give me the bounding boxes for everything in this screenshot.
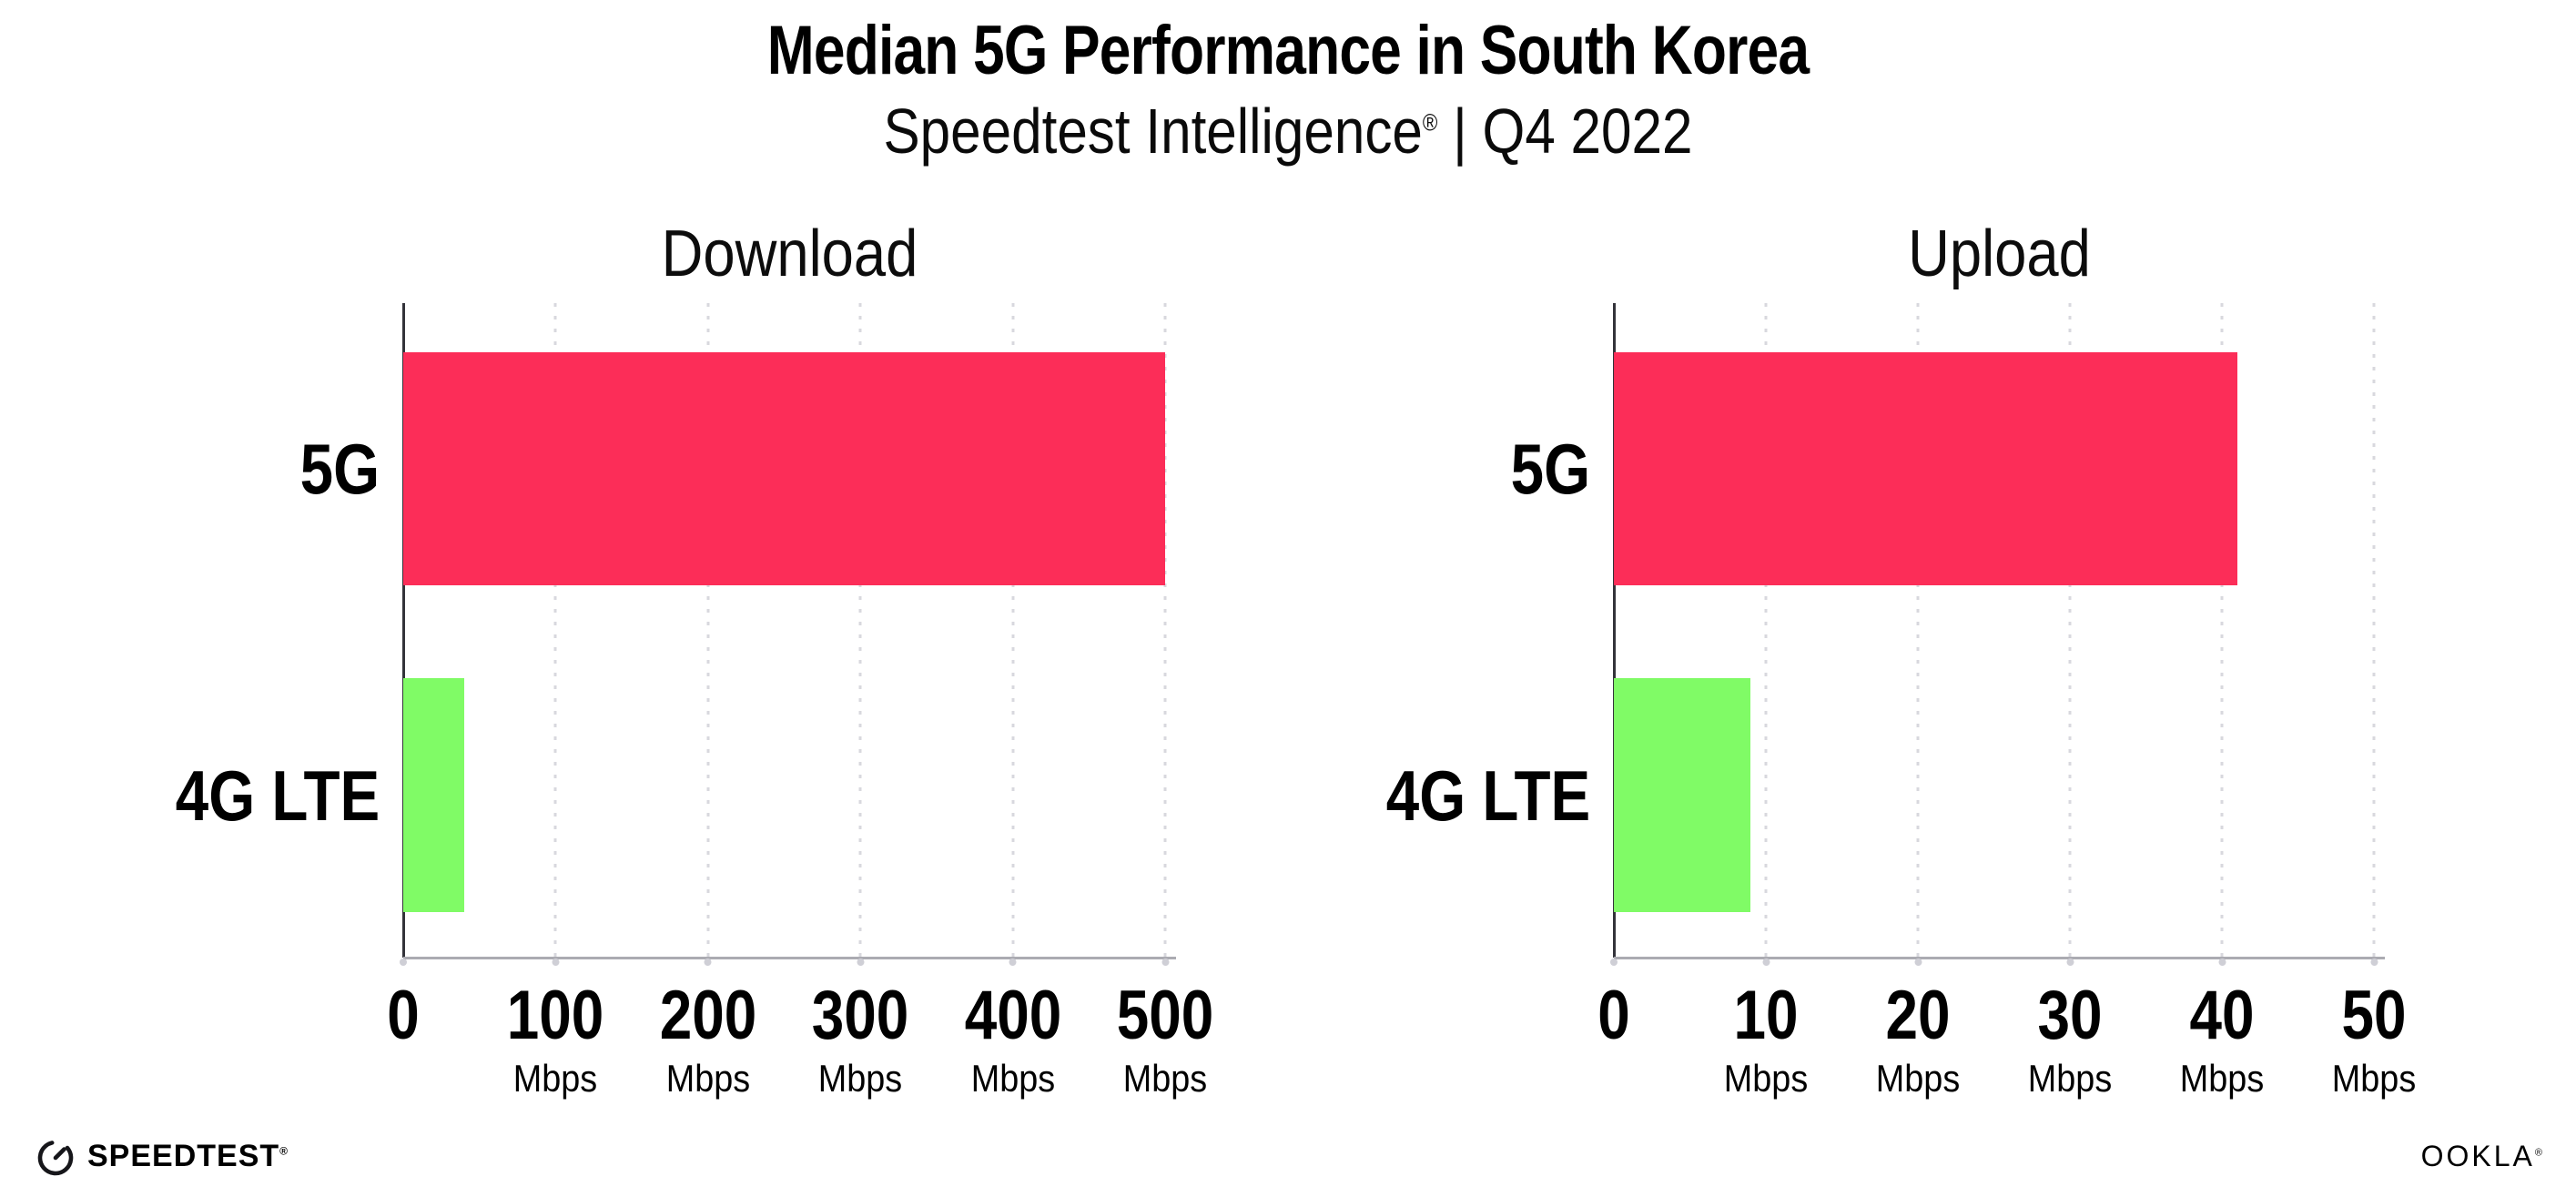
gridline-500 [1163, 303, 1167, 958]
x-tick-300: 300 Mbps [803, 981, 918, 1098]
speedtest-logo: SPEEDTEST® [35, 1135, 289, 1177]
x-tick-500: 500 Mbps [1108, 981, 1223, 1098]
speedtest-wordmark: SPEEDTEST® [87, 1141, 289, 1172]
ookla-registered-mark: ® [2534, 1147, 2545, 1159]
x-tick-400: 400 Mbps [955, 981, 1070, 1098]
gridline-40 [2220, 303, 2224, 958]
y-category-label-4g-lte: 4G LTE [1385, 755, 1590, 836]
bar-4g-lte [1614, 677, 1751, 912]
x-axis-labels: 0 10 Mbps 20 Mbps 30 Mbps 40 Mbps 50 Mbps [1597, 958, 2416, 1103]
x-tick-10: 10 Mbps [1719, 981, 1813, 1098]
y-category-label-5g: 5G [1510, 428, 1590, 509]
page-title: Median 5G Performance in South Korea [766, 12, 1810, 89]
x-tick-value: 0 [1597, 977, 1630, 1054]
registered-mark: ® [1422, 108, 1438, 137]
x-tick-value: 0 [387, 977, 420, 1054]
upload-chart: Upload 5G 4G LTE 0 10 Mbps 20 Mbps 30 Mbps 40 Mbp… [1288, 164, 2576, 1103]
chart-title-upload: Upload [1908, 218, 2091, 290]
x-axis-line [1614, 957, 2385, 959]
speedtest-wordmark-text: SPEEDTEST [87, 1139, 280, 1173]
x-tick-value: 400 [964, 977, 1061, 1054]
x-tick-unit: Mbps [513, 1057, 598, 1100]
x-axis-upload: 0 10 Mbps 20 Mbps 30 Mbps 40 Mbps 50 Mbps [1597, 958, 2416, 1103]
gridline-10 [1764, 303, 1768, 958]
gridline-50 [2372, 303, 2376, 958]
x-tick-value: 10 [1733, 977, 1799, 1054]
x-tick-value: 100 [507, 977, 604, 1054]
x-tick-unit: Mbps [2179, 1057, 2265, 1100]
speedtest-gauge-icon [37, 1140, 74, 1176]
x-axis-labels: 0 100 Mbps 200 Mbps 300 Mbps 400 Mbps 500 Mbps [387, 958, 1213, 1103]
ookla-wordmark-text: OOKLA [2420, 1140, 2535, 1172]
y-category-label-4g-lte: 4G LTE [175, 755, 380, 836]
gridline-200 [706, 303, 710, 958]
x-tick-50: 50 Mbps [2328, 981, 2421, 1098]
x-axis-download: 0 100 Mbps 200 Mbps 300 Mbps 400 Mbps 500 Mbps [387, 958, 1213, 1103]
x-tick-value: 40 [2189, 977, 2255, 1054]
ookla-logo: OOKLA® [2421, 1141, 2545, 1171]
x-tick-unit: Mbps [2027, 1057, 2113, 1100]
x-tick-unit: Mbps [1723, 1057, 1809, 1100]
footer: SPEEDTEST® OOKLA® [35, 1135, 2545, 1177]
gridline-100 [553, 303, 557, 958]
gridline-400 [1011, 303, 1015, 958]
x-tick-0: 0 [384, 981, 422, 1050]
x-tick-100: 100 Mbps [498, 981, 614, 1098]
gridline-30 [2068, 303, 2072, 958]
x-axis-line [403, 957, 1176, 959]
x-tick-value: 50 [2341, 977, 2407, 1054]
bar-5g [1614, 351, 2237, 585]
x-tick-200: 200 Mbps [650, 981, 766, 1098]
page-subtitle: Speedtest Intelligence® | Q4 2022 [180, 95, 2396, 167]
charts-row: Download 5G 4G LTE 0 100 Mbps 200 Mbps 300 Mbps… [0, 164, 2576, 1103]
x-tick-value: 500 [1116, 977, 1214, 1054]
bar-5g [403, 351, 1165, 585]
x-tick-unit: Mbps [2331, 1057, 2417, 1100]
x-tick-40: 40 Mbps [2175, 981, 2269, 1098]
x-tick-value: 20 [1885, 977, 1951, 1054]
x-tick-unit: Mbps [970, 1057, 1055, 1100]
plot-area-download [402, 303, 1176, 959]
x-tick-0: 0 [1595, 981, 1633, 1050]
y-axis-labels: 5G 4G LTE [1288, 303, 1614, 958]
x-tick-value: 200 [659, 977, 757, 1054]
plot-inner [1614, 303, 2376, 958]
speedtest-registered-mark: ® [279, 1144, 289, 1158]
x-tick-unit: Mbps [1122, 1057, 1208, 1100]
x-tick-20: 20 Mbps [1871, 981, 1965, 1098]
subtitle-brand: Speedtest Intelligence [883, 95, 1423, 167]
x-tick-unit: Mbps [665, 1057, 751, 1100]
header: Median 5G Performance in South Korea Spe… [0, 0, 2576, 165]
x-tick-value: 300 [811, 977, 909, 1054]
download-chart: Download 5G 4G LTE 0 100 Mbps 200 Mbps 300 Mbps… [0, 164, 1288, 1103]
y-axis-labels: 5G 4G LTE [0, 303, 403, 958]
chart-title-download: Download [661, 218, 918, 290]
subtitle-quarter: | Q4 2022 [1437, 95, 1693, 167]
gridline-20 [1916, 303, 1920, 958]
gridline-300 [858, 303, 862, 958]
plot-inner [403, 303, 1167, 958]
y-category-label-5g: 5G [299, 428, 380, 509]
plot-area-upload [1613, 303, 2385, 959]
x-tick-unit: Mbps [817, 1057, 903, 1100]
x-tick-30: 30 Mbps [2023, 981, 2117, 1098]
bar-4g-lte [403, 677, 464, 912]
x-tick-value: 30 [2037, 977, 2103, 1054]
x-tick-unit: Mbps [1875, 1057, 1961, 1100]
